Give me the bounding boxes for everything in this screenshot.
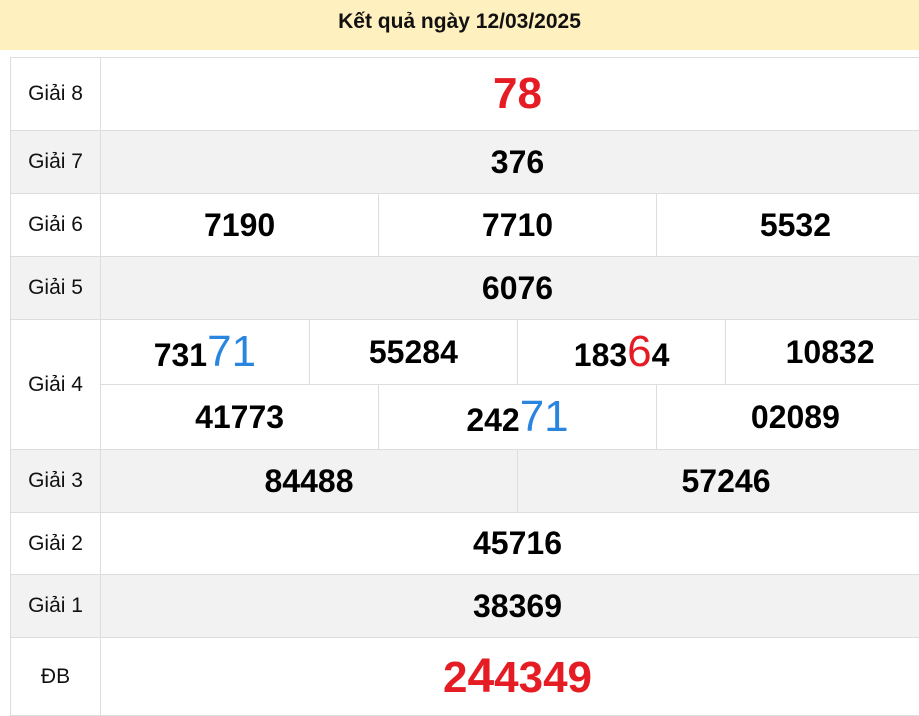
prize-4-number: 02089 (751, 399, 840, 435)
prize-label: ĐB (11, 638, 101, 716)
prize-4-number: 24271 (466, 402, 568, 438)
row-giai-2: Giải 2 45716 (11, 513, 919, 575)
row-giai-6: Giải 6 7190 7710 5532 (11, 194, 919, 257)
prize-3-number: 57246 (682, 463, 771, 499)
row-giai-5: Giải 5 6076 (11, 257, 919, 320)
prize-label: Giải 8 (11, 58, 101, 131)
row-giai-4: Giải 4 73171 55284 18364 10832 41773 242… (11, 320, 919, 450)
results-title: Kết quả ngày 12/03/2025 (338, 10, 581, 33)
prize-label: Giải 3 (11, 450, 101, 513)
prize-label: Giải 2 (11, 513, 101, 575)
row-giai-8: Giải 8 78 (11, 58, 919, 131)
prize-label: Giải 1 (11, 575, 101, 638)
prize-label: Giải 5 (11, 257, 101, 320)
prize-8-number: 78 (493, 69, 542, 118)
prize-4-number: 73171 (154, 337, 256, 373)
prize-2-number: 45716 (473, 525, 562, 561)
results-header: Kết quả ngày 12/03/2025 (0, 0, 919, 50)
prize-label: Giải 7 (11, 131, 101, 194)
prize-4-number: 41773 (195, 399, 284, 435)
prize-6-number: 7710 (482, 207, 553, 243)
special-prize-number: 244349 (443, 653, 592, 702)
prize-label: Giải 4 (11, 320, 101, 450)
prize-3-number: 84488 (265, 463, 354, 499)
row-giai-7: Giải 7 376 (11, 131, 919, 194)
results-table: Giải 8 78 Giải 7 376 Giải 6 7190 7710 55… (10, 57, 919, 716)
row-giai-1: Giải 1 38369 (11, 575, 919, 638)
prize-6-number: 7190 (204, 207, 275, 243)
row-dac-biet: ĐB 244349 (11, 638, 919, 716)
prize-4-number: 18364 (574, 337, 670, 373)
prize-label: Giải 6 (11, 194, 101, 257)
prize-7-number: 376 (491, 144, 544, 180)
prize-4-number: 10832 (786, 334, 875, 370)
prize-1-number: 38369 (473, 588, 562, 624)
row-giai-3: Giải 3 84488 57246 (11, 450, 919, 513)
prize-4-number: 55284 (369, 334, 458, 370)
prize-6-number: 5532 (760, 207, 831, 243)
prize-5-number: 6076 (482, 270, 553, 306)
